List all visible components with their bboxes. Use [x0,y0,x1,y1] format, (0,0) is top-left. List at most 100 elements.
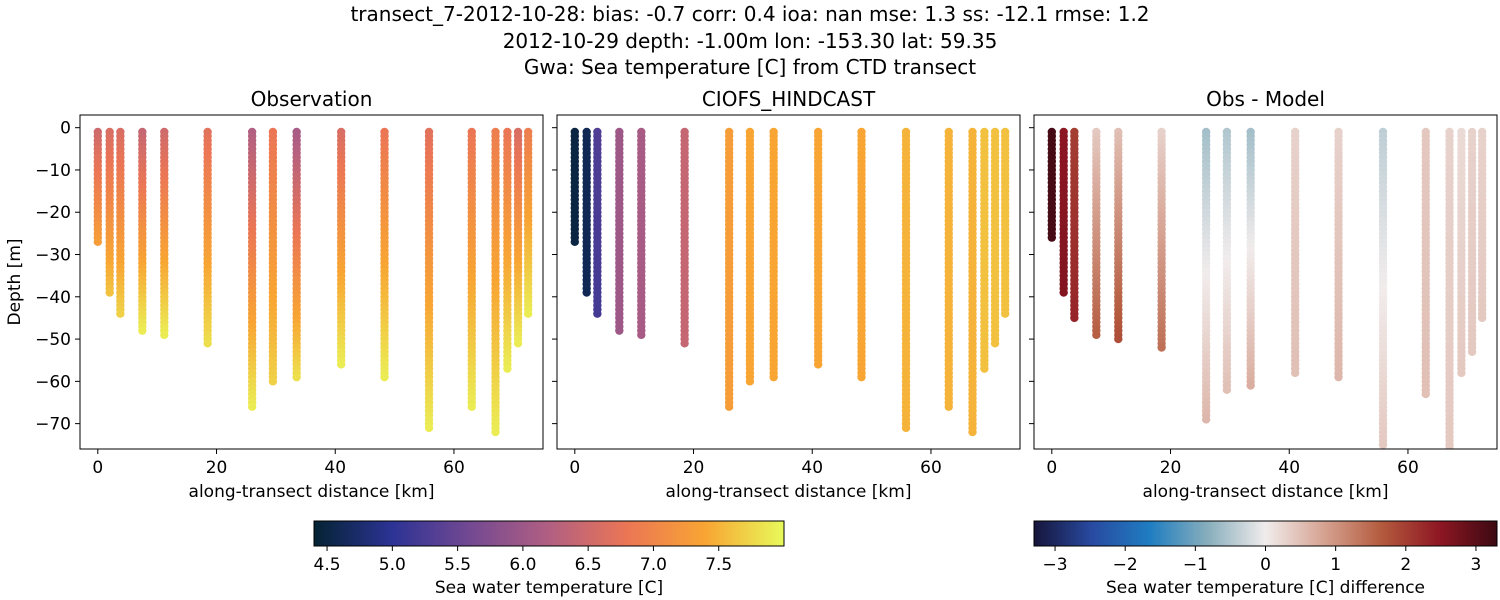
panel-title: Obs - Model [1206,87,1325,111]
y-axis-label: Depth [m] [5,238,25,325]
data-point [523,309,533,318]
station-profile [724,127,734,411]
data-point [93,237,103,247]
panel-title: CIOFS_HINDCAST [702,87,876,111]
station-profile [990,127,1000,348]
colorbar-label: Sea water temperature [C] difference [1106,578,1425,598]
x-tick-label: 60 [1397,458,1419,478]
panel-2: 0 20 40 60 CIOFS_HINDCAST along-transect dist… [552,87,1021,502]
station-profile [1000,127,1010,318]
station-profile [857,127,866,382]
figure-title-line-2: 2012-10-29 depth: -1.00m lon: -153.30 la… [502,29,998,53]
station-profile [593,127,602,318]
data-point [1059,288,1068,297]
station-profile [93,127,103,247]
y-tick-label: −50 [35,330,71,350]
x-tick-label: 40 [801,458,823,478]
station-profile [424,127,434,433]
station-profile [513,127,523,348]
data-point [467,402,476,411]
data-point [980,364,989,373]
station-profile [1047,127,1057,242]
x-tick-label: 60 [443,458,465,478]
data-point [160,330,169,340]
data-point [138,326,147,335]
data-point [857,372,866,382]
data-point [944,402,953,411]
x-tick-label: 0 [92,458,103,478]
x-tick-label: 20 [206,458,228,478]
x-tick-label: 40 [324,458,346,478]
station-profile [1059,127,1068,297]
station-profile [292,127,301,382]
data-point [380,372,389,382]
station-profile [1157,127,1166,352]
station-profile [1222,127,1232,395]
data-point [901,423,911,433]
data-point [593,309,602,318]
x-tick-label: 40 [1278,458,1300,478]
y-tick-label: −60 [35,372,71,392]
station-profile [1114,127,1123,344]
y-tick-label: −70 [35,415,71,435]
data-points [1047,127,1487,449]
station-profile [570,127,580,247]
station-profile [968,127,977,437]
data-point [1467,347,1477,356]
station-profile [745,127,755,386]
colorbar-tick-label: 5.0 [379,555,406,575]
colorbar-label: Sea water temperature [C] [435,578,663,598]
data-point [513,339,523,348]
data-point [1157,343,1166,352]
figure-title-line-1: transect_7-2012-10-28: bias: -0.7 corr: … [350,2,1150,26]
data-points [570,127,1010,437]
station-profile [637,127,646,340]
axes-frame [79,114,544,450]
colorbar-bar [313,520,785,547]
station-profile [813,127,823,369]
y-tick-label: −30 [35,246,71,266]
data-point [203,339,212,348]
data-point [1421,389,1430,399]
data-point [1047,233,1057,242]
data-point [1378,440,1388,449]
x-tick-label: 0 [1046,458,1057,478]
station-profile [615,127,624,335]
colorbar-tick-label: −1 [1183,555,1208,575]
station-profile [1334,127,1343,382]
station-profile [1201,127,1211,424]
colorbar-tick-label: 1 [1330,555,1341,575]
x-axis-label: along-transect distance [km] [1143,482,1389,502]
colorbar-tick-label: −3 [1043,555,1068,575]
colorbar-tick-label: −2 [1113,555,1138,575]
data-point [1290,368,1300,378]
x-tick-label: 20 [683,458,705,478]
colorbar-temp: 4.5 5.0 5.5 6.0 6.5 7.0 7.5 Sea water temperatu… [313,520,785,598]
colorbar-bar [1033,520,1498,547]
x-tick-label: 60 [920,458,942,478]
data-point [424,423,434,433]
station-profile [523,127,533,318]
station-profile [1290,127,1300,378]
station-profile [1457,127,1466,378]
station-profile [680,127,689,348]
data-point [570,237,580,247]
station-profile [380,127,389,382]
data-point [268,377,278,386]
data-point [105,288,114,297]
data-point [336,360,346,369]
colorbar-tick-label: 2 [1400,555,1411,575]
station-profile [769,127,778,382]
axes-frame [1033,114,1498,450]
station-profile [116,127,125,318]
data-point [247,402,257,411]
panel-1: 0 20 40 60 0 −10 −20 −30 −40 −50 −60 −70 Observation… [5,87,544,502]
colorbar-tick-label: 5.5 [444,555,471,575]
data-point [503,364,512,373]
data-point [1201,415,1211,424]
station-profile [268,127,278,386]
station-profile [1467,127,1477,356]
y-tick-label: −40 [35,288,71,308]
data-point [680,339,689,348]
